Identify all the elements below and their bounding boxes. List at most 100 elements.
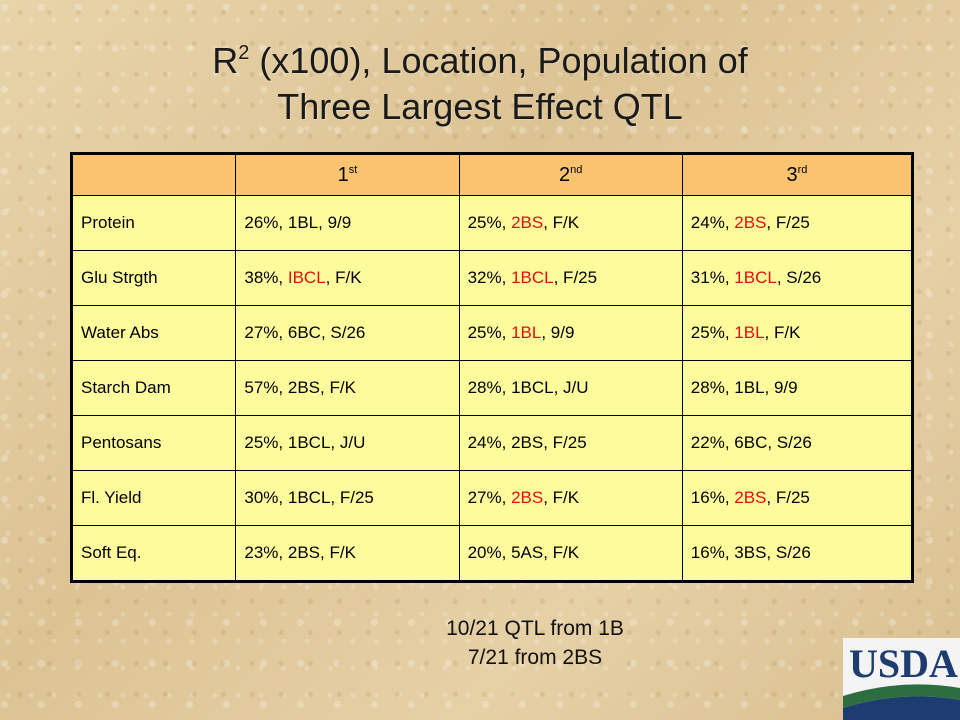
qtl-population: , J/U (553, 378, 589, 397)
qtl-cell: 26%, 1BL, 9/9 (235, 195, 460, 251)
qtl-population: , F/K (320, 378, 356, 397)
qtl-cell: 24%, 2BS, F/25 (458, 415, 683, 471)
qtl-r2-value: 25%, (467, 323, 512, 342)
title-line-1-rest: (x100), Location, Population of (249, 40, 748, 81)
table-row: Glu Strgth 38%, IBCL, F/K 32%, 1BCL, F/25 3… (70, 250, 914, 306)
qtl-population: , F/K (543, 488, 580, 507)
summary-note: 10/21 QTL from 1B 7/21 from 2BS (380, 614, 690, 672)
title-r: R (212, 40, 239, 81)
table-row: Water Abs 27%, 6BC, S/26 25%, 1BL, 9/9 25%,… (70, 305, 914, 361)
usda-logo-graphic (843, 684, 960, 720)
note-line-2: 7/21 from 2BS (467, 646, 603, 669)
qtl-r2-value: 20%, (467, 543, 512, 562)
row-label: Starch Dam (70, 360, 237, 416)
header-rank-suffix: nd (570, 163, 583, 176)
row-label: Water Abs (70, 305, 237, 361)
qtl-population: , F/25 (766, 213, 810, 232)
qtl-location: 6BC (287, 323, 321, 342)
row-label: Pentosans (70, 415, 237, 471)
qtl-r2-value: 16%, (690, 543, 735, 562)
qtl-r2-value: 30%, (244, 488, 288, 507)
row-label: Protein (70, 195, 237, 251)
qtl-cell: 25%, 2BS, F/K (458, 195, 683, 251)
qtl-r2-value: 25%, (244, 433, 288, 452)
qtl-table: 1st 2nd 3rd Protein 26%, 1BL, 9/9 25%, 2BS, … (70, 152, 914, 583)
qtl-population: , 9/9 (318, 213, 352, 232)
qtl-r2-value: 25%, (690, 323, 735, 342)
qtl-location: 2BS (287, 378, 321, 397)
qtl-location: 2BS (734, 213, 767, 232)
qtl-r2-value: 28%, (467, 378, 512, 397)
header-corner-cell (70, 153, 237, 196)
qtl-location: 2BS (734, 488, 767, 507)
qtl-r2-value: 26%, (244, 213, 288, 232)
qtl-r2-value: 32%, (467, 268, 512, 287)
qtl-population: , S/26 (776, 268, 822, 287)
qtl-location: 1BCL (511, 268, 554, 287)
qtl-location: 1BCL (734, 268, 777, 287)
header-rank-number: 2 (559, 163, 571, 186)
qtl-location: 5AS (511, 543, 544, 562)
table-row: Soft Eq. 23%, 2BS, F/K 20%, 5AS, F/K 16%, 3… (70, 525, 914, 582)
qtl-r2-value: 25%, (467, 213, 512, 232)
qtl-location: IBCL (287, 268, 326, 287)
qtl-cell: 25%, 1BL, 9/9 (458, 305, 683, 361)
qtl-cell: 28%, 1BCL, J/U (458, 360, 683, 416)
qtl-location: 3BS (734, 543, 767, 562)
usda-logo-wordmark: USDA (849, 641, 958, 686)
qtl-location: 1BL (511, 323, 542, 342)
header-cell-rank-1: 1st (235, 153, 460, 196)
table-header-row: 1st 2nd 3rd (70, 153, 914, 196)
qtl-location: 1BL (734, 378, 765, 397)
qtl-r2-value: 27%, (244, 323, 288, 342)
qtl-r2-value: 22%, (690, 433, 735, 452)
qtl-r2-value: 57%, (244, 378, 288, 397)
qtl-cell: 20%, 5AS, F/K (458, 525, 683, 582)
header-cell-rank-2: 2nd (458, 153, 683, 196)
qtl-cell: 38%, IBCL, F/K (235, 250, 460, 306)
table-row: Protein 26%, 1BL, 9/9 25%, 2BS, F/K 24%, 2B… (70, 195, 914, 251)
qtl-location: 6BC (734, 433, 768, 452)
qtl-cell: 31%, 1BCL, S/26 (681, 250, 914, 306)
qtl-location: 2BS (511, 488, 544, 507)
qtl-cell: 57%, 2BS, F/K (235, 360, 460, 416)
slide-title: R2 (x100), Location, Population of Three… (0, 38, 960, 130)
qtl-r2-value: 24%, (690, 213, 735, 232)
qtl-population: , 9/9 (541, 323, 575, 342)
qtl-cell: 16%, 3BS, S/26 (681, 525, 914, 582)
qtl-population: , F/K (764, 323, 801, 342)
qtl-population: , S/26 (766, 543, 811, 562)
qtl-r2-value: 31%, (690, 268, 735, 287)
header-rank-number: 1 (337, 163, 349, 186)
usda-logo: USDA (843, 638, 960, 720)
title-line-2: Three Largest Effect QTL (277, 86, 683, 127)
qtl-cell: 25%, 1BCL, J/U (235, 415, 460, 471)
qtl-cell: 25%, 1BL, F/K (681, 305, 914, 361)
qtl-r2-value: 27%, (467, 488, 512, 507)
row-label: Soft Eq. (70, 525, 237, 582)
header-rank-number: 3 (786, 163, 798, 186)
table-body: Protein 26%, 1BL, 9/9 25%, 2BS, F/K 24%, 2B… (70, 195, 914, 582)
qtl-location: 2BS (511, 213, 544, 232)
row-label: Glu Strgth (70, 250, 237, 306)
qtl-cell: 32%, 1BCL, F/25 (458, 250, 683, 306)
table-row: Starch Dam 57%, 2BS, F/K 28%, 1BCL, J/U 28%… (70, 360, 914, 416)
table-row: Fl. Yield 30%, 1BCL, F/25 27%, 2BS, F/K 16%… (70, 470, 914, 526)
qtl-population: , S/26 (767, 433, 812, 452)
qtl-location: 1BL (287, 213, 319, 232)
qtl-population: , S/26 (320, 323, 366, 342)
header-rank-suffix: rd (797, 163, 808, 176)
title-superscript: 2 (238, 42, 250, 64)
qtl-r2-value: 24%, (467, 433, 512, 452)
qtl-population: , F/K (325, 268, 362, 287)
qtl-population: , F/25 (543, 433, 587, 452)
qtl-population: , F/25 (766, 488, 810, 507)
header-rank-suffix: st (348, 163, 358, 176)
qtl-cell: 27%, 2BS, F/K (458, 470, 683, 526)
qtl-location: 1BCL (511, 378, 554, 397)
table-row: Pentosans 25%, 1BCL, J/U 24%, 2BS, F/25 22%… (70, 415, 914, 471)
qtl-r2-value: 28%, (690, 378, 735, 397)
row-label: Fl. Yield (70, 470, 237, 526)
qtl-r2-value: 23%, (244, 543, 288, 562)
qtl-population: , F/K (320, 543, 356, 562)
